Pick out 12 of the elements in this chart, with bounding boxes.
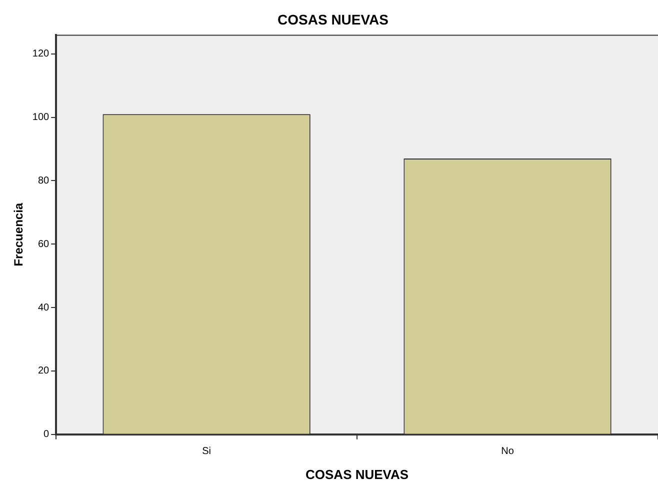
y-tick-label: 120 xyxy=(32,48,50,60)
y-tick-label: 60 xyxy=(38,238,50,250)
y-tick-label: 20 xyxy=(38,366,50,377)
x-tick-label: No xyxy=(501,446,514,458)
x-axis-title: COSAS NUEVAS xyxy=(306,466,409,482)
x-tick-label: Si xyxy=(202,446,212,458)
chart-title: COSAS NUEVAS xyxy=(278,11,388,28)
y-tick-label: 80 xyxy=(38,175,50,186)
y-tick-label: 0 xyxy=(44,429,50,440)
y-axis-title: Frecuencia xyxy=(12,202,26,266)
y-tick-label: 40 xyxy=(38,302,50,314)
y-tick-label: 100 xyxy=(32,112,50,124)
